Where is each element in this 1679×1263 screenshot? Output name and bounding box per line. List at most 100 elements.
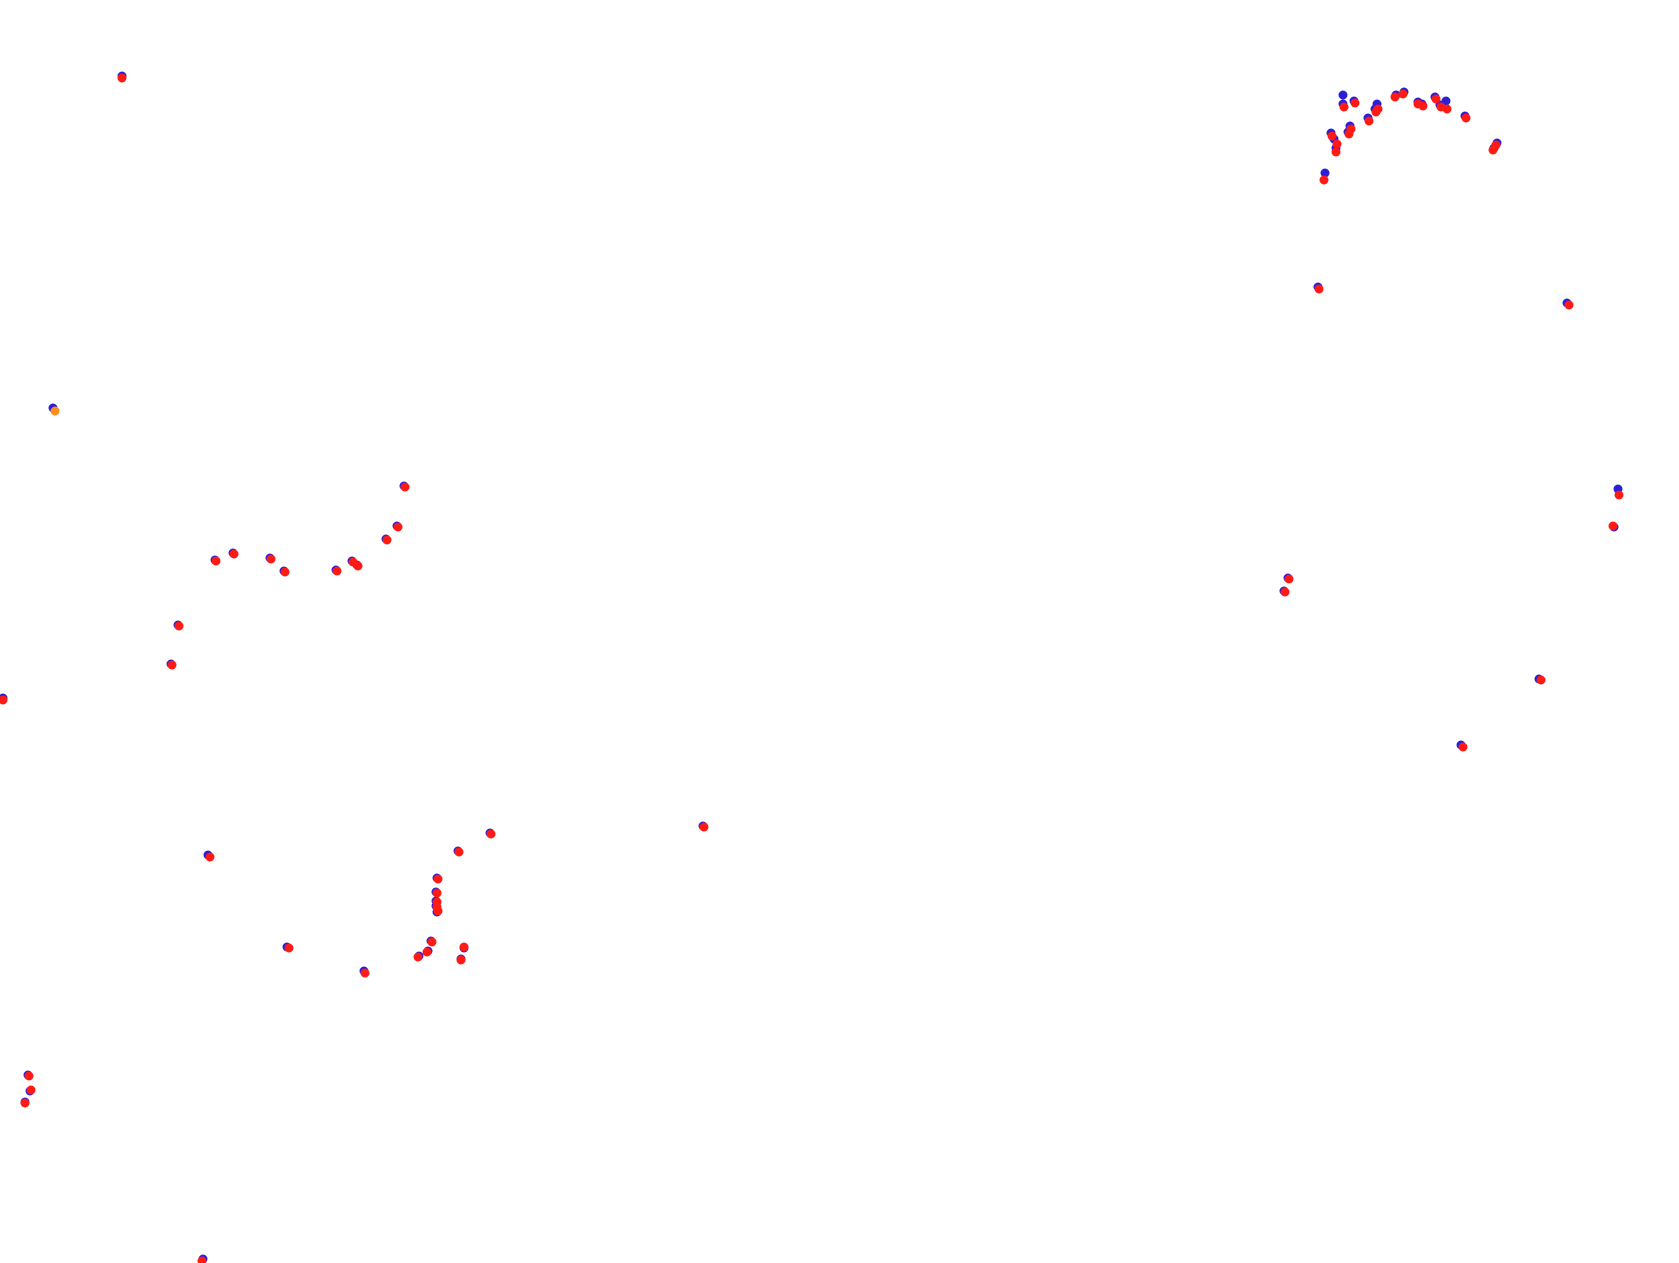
scatter-point — [360, 968, 370, 978]
series-0 — [0, 71, 1623, 1263]
scatter-point — [23, 1070, 33, 1080]
scatter-point — [1370, 104, 1380, 114]
scatter-point — [1329, 134, 1339, 144]
scatter-point — [1338, 99, 1348, 109]
scatter-point — [1460, 111, 1470, 121]
scatter-point — [427, 937, 437, 947]
scatter-point — [352, 560, 362, 570]
scatter-point — [24, 1071, 34, 1081]
scatter-point — [1373, 104, 1383, 114]
scatter-point — [1441, 96, 1451, 106]
scatter-point — [1350, 98, 1360, 108]
scatter-point — [50, 406, 60, 416]
scatter-point — [25, 1086, 35, 1096]
scatter-point — [1461, 113, 1471, 123]
scatter-point — [331, 565, 341, 575]
scatter-point — [432, 907, 442, 917]
scatter-point — [459, 943, 469, 953]
scatter-point — [1436, 102, 1446, 112]
scatter-point — [174, 621, 184, 631]
scatter-point — [431, 901, 441, 911]
series-1 — [0, 73, 1624, 1263]
scatter-point — [1399, 87, 1409, 97]
scatter-point — [1345, 121, 1355, 131]
scatter-point — [279, 566, 289, 576]
scatter-point — [1609, 522, 1619, 532]
scatter-point — [413, 952, 423, 962]
scatter-point — [166, 659, 176, 669]
scatter-point — [1489, 143, 1499, 153]
scatter-point — [453, 846, 463, 856]
scatter-point — [382, 535, 392, 545]
scatter-point — [433, 874, 443, 884]
scatter-point — [1326, 128, 1336, 138]
scatter-point — [353, 561, 363, 571]
scatter-point — [1492, 138, 1502, 148]
scatter-point — [432, 902, 442, 912]
scatter-point — [282, 942, 292, 952]
scatter-point — [1398, 89, 1408, 99]
scatter-point — [1417, 99, 1427, 109]
scatter-point — [1442, 104, 1452, 114]
scatter-point — [1349, 96, 1359, 106]
scatter-point — [347, 556, 357, 566]
scatter-point — [1390, 92, 1400, 102]
series-2 — [50, 406, 60, 416]
scatter-point — [1327, 131, 1337, 141]
scatter-point — [1491, 140, 1501, 150]
scatter-point — [280, 567, 290, 577]
scatter-point — [198, 1254, 208, 1263]
scatter-point — [392, 521, 402, 531]
scatter-point — [1564, 300, 1574, 310]
scatter-point — [20, 1097, 30, 1107]
scatter-point — [1418, 101, 1428, 111]
scatter-point — [1430, 92, 1440, 102]
scatter-point — [205, 852, 215, 862]
scatter-point — [1488, 145, 1498, 155]
scatter-point — [1371, 107, 1381, 117]
scatter-point — [173, 620, 183, 630]
scatter-point — [332, 566, 342, 576]
scatter-point — [426, 936, 436, 946]
scatter-point — [1364, 116, 1374, 126]
scatter-point — [1613, 484, 1623, 494]
scatter-point — [1608, 521, 1618, 531]
scatter-point — [284, 943, 294, 953]
scatter-point — [1363, 113, 1373, 123]
scatter-point — [1458, 742, 1468, 752]
scatter-point — [1536, 675, 1546, 685]
scatter-point — [431, 887, 441, 897]
scatter-point — [400, 482, 410, 492]
scatter-point — [423, 946, 433, 956]
scatter-point — [381, 534, 391, 544]
scatter-point — [197, 1256, 207, 1263]
scatter-point — [454, 847, 464, 857]
scatter-point — [26, 1085, 36, 1095]
scatter-point — [1319, 175, 1329, 185]
scatter-point — [699, 822, 709, 832]
scatter-point — [1331, 143, 1341, 153]
scatter-point — [117, 71, 127, 81]
scatter-point — [1313, 282, 1323, 292]
scatter-point — [432, 897, 442, 907]
scatter-point — [1338, 90, 1348, 100]
scatter-point — [456, 955, 466, 965]
scatter-point — [266, 554, 276, 564]
scatter-point — [348, 557, 358, 567]
scatter-point — [1456, 740, 1466, 750]
scatter-point — [48, 403, 58, 413]
scatter-point — [1331, 147, 1341, 157]
scatter-point — [1614, 490, 1624, 500]
scatter-point — [1372, 99, 1382, 109]
scatter-point — [229, 549, 239, 559]
scatter-point — [432, 888, 442, 898]
scatter-point — [1339, 102, 1349, 112]
scatter-point — [1562, 298, 1572, 308]
scatter-point — [203, 850, 213, 860]
scatter-point — [1391, 90, 1401, 100]
scatter-point — [167, 660, 177, 670]
scatter-point — [1534, 674, 1544, 684]
scatter-point — [393, 522, 403, 532]
scatter-point — [1343, 127, 1353, 137]
scatter-point — [456, 954, 466, 964]
